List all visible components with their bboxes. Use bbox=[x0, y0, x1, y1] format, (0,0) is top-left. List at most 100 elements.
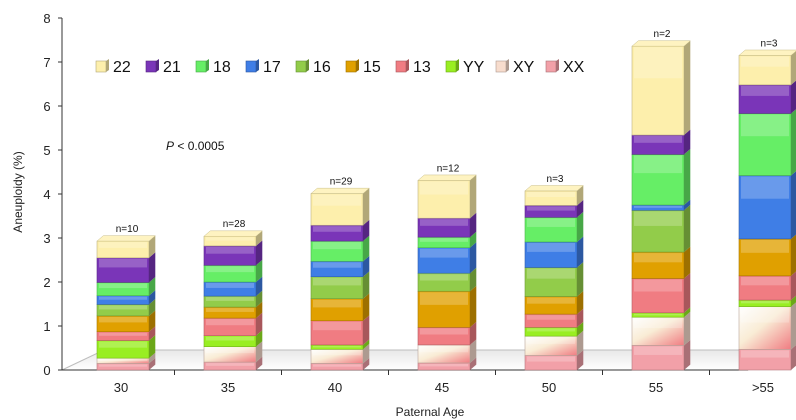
segment-side bbox=[256, 356, 263, 370]
segment-side bbox=[256, 341, 263, 363]
segment-highlight bbox=[99, 332, 147, 336]
bar-segment-xy bbox=[524, 330, 584, 356]
segment-side bbox=[149, 252, 156, 283]
segment-highlight bbox=[741, 85, 789, 96]
segment-highlight bbox=[313, 299, 361, 308]
bar-segment-xy bbox=[310, 343, 370, 364]
bar-segment-xy bbox=[738, 302, 796, 350]
chart-bars bbox=[96, 40, 796, 371]
legend-swatch-side bbox=[456, 59, 459, 72]
segment-front bbox=[738, 113, 792, 176]
y-tick-label: 2 bbox=[43, 275, 50, 290]
segment-highlight bbox=[420, 238, 468, 242]
x-tick-label: 55 bbox=[649, 380, 663, 395]
legend-swatch-side bbox=[206, 59, 209, 72]
segment-side bbox=[363, 315, 370, 345]
bar-segment-xy bbox=[417, 339, 477, 364]
bar-segment-18 bbox=[524, 211, 584, 243]
segment-side bbox=[363, 339, 370, 350]
segment-highlight bbox=[313, 262, 361, 268]
legend-label: XY bbox=[513, 59, 535, 76]
segment-highlight bbox=[313, 345, 361, 348]
segment-side bbox=[791, 345, 796, 370]
legend-swatch-side bbox=[156, 59, 159, 72]
x-axis-title: Paternal Age bbox=[396, 405, 465, 419]
segment-side bbox=[256, 301, 263, 319]
bar-segment-13 bbox=[631, 273, 691, 314]
bar-segment-13 bbox=[524, 308, 584, 328]
legend-label: XX bbox=[563, 59, 585, 76]
segment-side bbox=[577, 236, 584, 268]
p-value-annotation: P < 0.0005 bbox=[166, 139, 225, 153]
bar-segment-18 bbox=[310, 235, 370, 262]
legend-label: 16 bbox=[313, 59, 331, 76]
segment-side bbox=[577, 308, 584, 328]
segment-side bbox=[684, 273, 691, 313]
segment-highlight bbox=[313, 277, 361, 286]
bar-segment-16 bbox=[96, 299, 156, 317]
segment-side bbox=[684, 204, 691, 253]
bar-segment-22 bbox=[631, 40, 691, 136]
column-top-cap bbox=[631, 40, 691, 47]
segment-side bbox=[470, 242, 477, 274]
legend-swatch bbox=[545, 60, 557, 73]
segment-side bbox=[470, 174, 477, 219]
bar-segment-xx bbox=[524, 350, 584, 371]
segment-side bbox=[684, 307, 691, 318]
column-top-cap bbox=[738, 49, 796, 56]
legend-swatch bbox=[395, 60, 407, 73]
segment-highlight bbox=[420, 181, 468, 195]
bar-segment-17 bbox=[310, 255, 370, 278]
segment-side bbox=[256, 312, 263, 336]
segment-highlight bbox=[634, 206, 682, 208]
segment-side bbox=[470, 212, 477, 238]
legend-label: 13 bbox=[413, 59, 431, 76]
bar-segment-15 bbox=[417, 285, 477, 328]
segment-highlight bbox=[206, 347, 254, 354]
segment-front bbox=[631, 209, 685, 253]
segment-highlight bbox=[634, 136, 682, 143]
segment-side bbox=[149, 352, 156, 364]
column-top-cap bbox=[310, 187, 370, 194]
segment-highlight bbox=[99, 305, 147, 310]
bar-segment-15 bbox=[524, 291, 584, 315]
segment-side bbox=[256, 230, 263, 246]
legend-swatch bbox=[495, 60, 507, 73]
legend-item-22: 22 bbox=[95, 59, 131, 76]
segment-highlight bbox=[206, 246, 254, 254]
bar-segment-22 bbox=[738, 51, 796, 86]
legend-item-18: 18 bbox=[195, 59, 231, 76]
segment-front bbox=[631, 154, 685, 206]
segment-highlight bbox=[634, 346, 682, 355]
segment-side bbox=[791, 295, 796, 307]
legend-swatch bbox=[245, 60, 257, 73]
legend-swatch-side bbox=[256, 59, 259, 72]
segment-highlight bbox=[313, 350, 361, 356]
segment-highlight bbox=[634, 313, 682, 316]
segment-side bbox=[363, 271, 370, 299]
bar-segment-18 bbox=[203, 259, 263, 283]
column-0 bbox=[96, 235, 156, 371]
segment-highlight bbox=[99, 283, 147, 289]
bar-segment-21 bbox=[738, 80, 796, 114]
segment-highlight bbox=[741, 176, 789, 199]
bar-segment-16 bbox=[631, 204, 691, 253]
y-tick-label: 4 bbox=[43, 187, 50, 202]
bar-segment-18 bbox=[738, 109, 796, 176]
segment-highlight bbox=[741, 350, 789, 358]
segment-highlight bbox=[99, 296, 147, 300]
segment-front bbox=[738, 306, 792, 350]
segment-side bbox=[470, 231, 477, 248]
segment-highlight bbox=[741, 239, 789, 253]
bar-segment-yy bbox=[203, 330, 263, 347]
segment-side bbox=[149, 277, 156, 296]
segment-highlight bbox=[420, 248, 468, 258]
legend-swatch bbox=[345, 60, 357, 73]
segment-highlight bbox=[741, 301, 789, 304]
segment-side bbox=[363, 188, 370, 226]
segment-side bbox=[256, 290, 263, 308]
segment-highlight bbox=[527, 218, 575, 227]
legend-item-13: 13 bbox=[395, 59, 431, 76]
segment-side bbox=[470, 357, 477, 370]
